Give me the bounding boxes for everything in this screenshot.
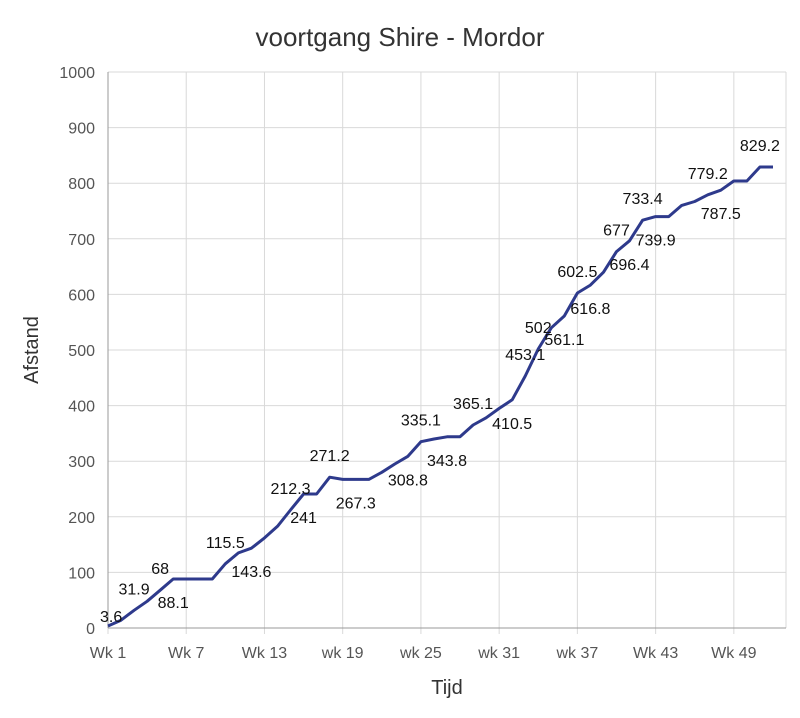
- y-tick-label: 500: [68, 343, 95, 360]
- y-tick-label: 100: [68, 565, 95, 582]
- data-label: 829.2: [740, 138, 780, 155]
- data-label: 733.4: [623, 191, 663, 208]
- y-tick-label: 900: [68, 121, 95, 138]
- chart-title: voortgang Shire - Mordor: [255, 22, 544, 52]
- y-axis-title: Afstand: [21, 316, 43, 384]
- x-tick-label: wk 25: [399, 645, 442, 662]
- data-label: 410.5: [492, 416, 532, 433]
- x-tick-label: wk 37: [555, 645, 598, 662]
- y-tick-label: 600: [68, 287, 95, 304]
- x-tick-label: Wk 43: [633, 645, 678, 662]
- axes: [107, 72, 786, 629]
- data-label: 365.1: [453, 396, 493, 413]
- data-label: 779.2: [688, 166, 728, 183]
- x-tick-label: Wk 13: [242, 645, 287, 662]
- x-tick-label: Wk 49: [711, 645, 756, 662]
- data-label: 308.8: [388, 472, 428, 489]
- y-tick-label: 200: [68, 510, 95, 527]
- data-labels: 3.6 31.968 88.1 115.5 143.6 212.3 241 271.2 267.…: [100, 138, 780, 626]
- x-axis-ticks: Wk 1 Wk 7 Wk 13 wk 19 wk 25 wk 31 wk 37 Wk 43 Wk…: [90, 645, 757, 662]
- data-label: 739.9: [636, 233, 676, 250]
- series-layer: [107, 165, 773, 628]
- data-label: 88.1: [158, 595, 189, 612]
- x-tick-label: Wk 7: [168, 645, 205, 662]
- x-axis-title: Tijd: [431, 677, 462, 699]
- data-label: 677: [603, 223, 630, 240]
- data-label: 115.5: [206, 535, 245, 552]
- data-label: 241: [290, 510, 317, 527]
- y-tick-label: 0: [86, 621, 95, 638]
- data-label: 143.6: [231, 564, 271, 581]
- data-label: 68: [151, 561, 169, 578]
- y-tick-label: 1000: [59, 65, 95, 82]
- data-label: 787.5: [701, 206, 741, 223]
- data-label: 267.3: [336, 495, 376, 512]
- data-label: 335.1: [401, 413, 441, 430]
- data-label: 31.9: [119, 581, 150, 598]
- y-tick-label: 400: [68, 399, 95, 416]
- data-label: 616.8: [570, 301, 610, 318]
- y-tick-label: 700: [68, 232, 95, 249]
- y-axis-ticks: 0 100 200 300 400 500 600 700 800 900 1000: [59, 65, 95, 638]
- x-tick-label: Wk 1: [90, 645, 127, 662]
- data-label: 3.6: [100, 609, 122, 626]
- data-label: 453.1: [505, 347, 545, 364]
- data-label: 561.1: [544, 332, 584, 349]
- x-tick-label: wk 31: [477, 645, 520, 662]
- y-tick-label: 800: [68, 176, 95, 193]
- data-label: 343.8: [427, 453, 467, 470]
- data-label: 212.3: [271, 481, 311, 498]
- data-label: 271.2: [310, 448, 350, 465]
- series-line: [107, 165, 773, 628]
- data-label: 696.4: [610, 257, 650, 274]
- data-label: 602.5: [557, 264, 597, 281]
- data-label: 502: [525, 320, 552, 337]
- y-tick-label: 300: [68, 454, 95, 471]
- x-tick-label: wk 19: [321, 645, 364, 662]
